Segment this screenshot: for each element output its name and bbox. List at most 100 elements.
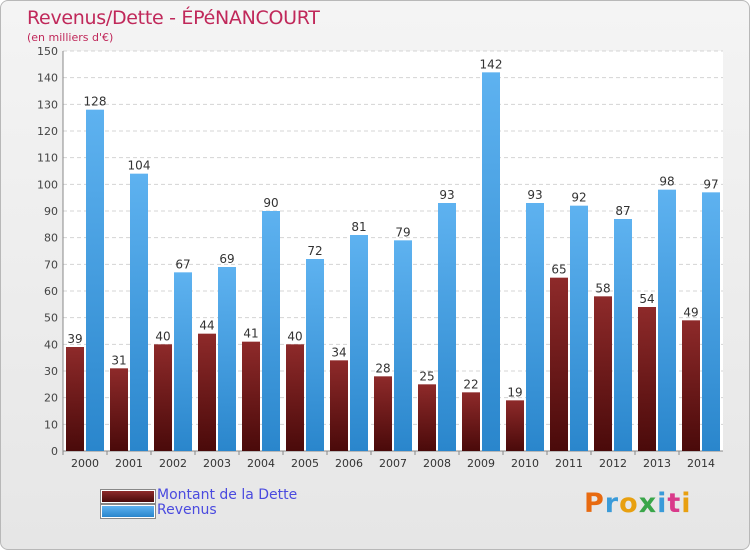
data-label: 40 bbox=[287, 329, 302, 343]
x-tick-label: 2007 bbox=[379, 457, 407, 470]
bar-dette bbox=[462, 392, 480, 451]
bar-dette bbox=[682, 320, 700, 451]
proxiti-logo: Proxiti bbox=[584, 488, 692, 519]
bar-dette bbox=[242, 341, 260, 451]
data-label: 54 bbox=[639, 292, 654, 306]
bar-dette bbox=[198, 333, 216, 451]
chart-subtitle: (en milliers d'€) bbox=[27, 31, 114, 44]
bar-revenus bbox=[218, 267, 236, 451]
x-tick-label: 2014 bbox=[687, 457, 715, 470]
logo-letter: P bbox=[584, 488, 605, 519]
bar-revenus bbox=[350, 235, 368, 451]
legend-swatch-debt bbox=[101, 490, 155, 503]
logo-letter: t bbox=[667, 488, 682, 519]
bar-dette bbox=[154, 344, 172, 451]
data-label: 49 bbox=[683, 305, 698, 319]
data-label: 31 bbox=[111, 353, 126, 367]
y-tick-label: 20 bbox=[44, 392, 58, 405]
x-tick-label: 2000 bbox=[71, 457, 99, 470]
logo-letter: i bbox=[657, 488, 668, 519]
y-tick-label: 90 bbox=[44, 205, 58, 218]
legend-label-debt: Montant de la Dette bbox=[157, 487, 298, 503]
data-label: 58 bbox=[595, 281, 610, 295]
data-label: 39 bbox=[67, 332, 82, 346]
data-label: 67 bbox=[175, 257, 190, 271]
x-tick-label: 2005 bbox=[291, 457, 319, 470]
x-tick-label: 2013 bbox=[643, 457, 671, 470]
y-tick-label: 40 bbox=[44, 338, 58, 351]
legend-label-revenus: Revenus bbox=[157, 502, 217, 518]
x-tick-label: 2004 bbox=[247, 457, 275, 470]
x-tick-label: 2008 bbox=[423, 457, 451, 470]
data-label: 97 bbox=[703, 177, 718, 191]
bar-revenus bbox=[394, 240, 412, 451]
bar-dette bbox=[550, 277, 568, 451]
bar-revenus bbox=[658, 189, 676, 451]
data-label: 90 bbox=[263, 196, 278, 210]
bar-dette bbox=[374, 376, 392, 451]
bar-revenus bbox=[438, 203, 456, 451]
bar-dette bbox=[286, 344, 304, 451]
data-label: 28 bbox=[375, 361, 390, 375]
data-label: 65 bbox=[551, 263, 566, 277]
data-label: 25 bbox=[419, 369, 434, 383]
x-tick-label: 2002 bbox=[159, 457, 187, 470]
legend-swatch-revenus bbox=[101, 505, 155, 518]
y-tick-label: 100 bbox=[37, 178, 58, 191]
bar-dette bbox=[506, 400, 524, 451]
y-tick-label: 130 bbox=[37, 98, 58, 111]
y-tick-label: 110 bbox=[37, 152, 58, 165]
chart-title: Revenus/Dette - ÉPéNANCOURT bbox=[27, 7, 320, 29]
bar-dette bbox=[110, 368, 128, 451]
y-tick-label: 0 bbox=[51, 445, 58, 458]
data-label: 79 bbox=[395, 225, 410, 239]
y-tick-label: 60 bbox=[44, 285, 58, 298]
x-tick-label: 2010 bbox=[511, 457, 539, 470]
logo-letter: o bbox=[619, 488, 639, 519]
y-tick-label: 70 bbox=[44, 258, 58, 271]
data-label: 19 bbox=[507, 385, 522, 399]
data-label: 81 bbox=[351, 220, 366, 234]
data-label: 40 bbox=[155, 329, 170, 343]
bar-revenus bbox=[86, 109, 104, 452]
x-tick-label: 2009 bbox=[467, 457, 495, 470]
data-label: 41 bbox=[243, 327, 258, 341]
data-label: 72 bbox=[307, 244, 322, 258]
bar-revenus bbox=[262, 211, 280, 451]
data-label: 98 bbox=[659, 175, 674, 189]
data-label: 104 bbox=[128, 159, 151, 173]
bar-revenus bbox=[482, 72, 500, 451]
y-tick-label: 10 bbox=[44, 418, 58, 431]
data-label: 93 bbox=[439, 188, 454, 202]
y-tick-label: 50 bbox=[44, 312, 58, 325]
x-tick-label: 2011 bbox=[555, 457, 583, 470]
y-tick-label: 140 bbox=[37, 72, 58, 85]
bar-revenus bbox=[306, 259, 324, 451]
x-tick-label: 2006 bbox=[335, 457, 363, 470]
logo-letter: r bbox=[604, 488, 620, 519]
y-tick-label: 30 bbox=[44, 365, 58, 378]
x-tick-label: 2012 bbox=[599, 457, 627, 470]
plot-area bbox=[63, 51, 723, 451]
data-label: 44 bbox=[199, 319, 214, 333]
data-label: 92 bbox=[571, 191, 586, 205]
data-label: 87 bbox=[615, 204, 630, 218]
y-tick-label: 80 bbox=[44, 232, 58, 245]
bar-dette bbox=[330, 360, 348, 451]
x-tick-label: 2001 bbox=[115, 457, 143, 470]
bar-dette bbox=[66, 347, 84, 451]
bar-dette bbox=[594, 296, 612, 451]
bar-revenus bbox=[130, 173, 148, 451]
y-tick-label: 150 bbox=[37, 45, 58, 58]
bar-revenus bbox=[526, 203, 544, 451]
data-label: 128 bbox=[84, 95, 107, 109]
bar-revenus bbox=[174, 272, 192, 451]
logo-letter: x bbox=[638, 488, 658, 519]
bar-revenus bbox=[702, 192, 720, 452]
bar-revenus bbox=[614, 219, 632, 451]
logo-letter: i bbox=[681, 488, 692, 519]
data-label: 34 bbox=[331, 345, 346, 359]
x-tick-label: 2003 bbox=[203, 457, 231, 470]
